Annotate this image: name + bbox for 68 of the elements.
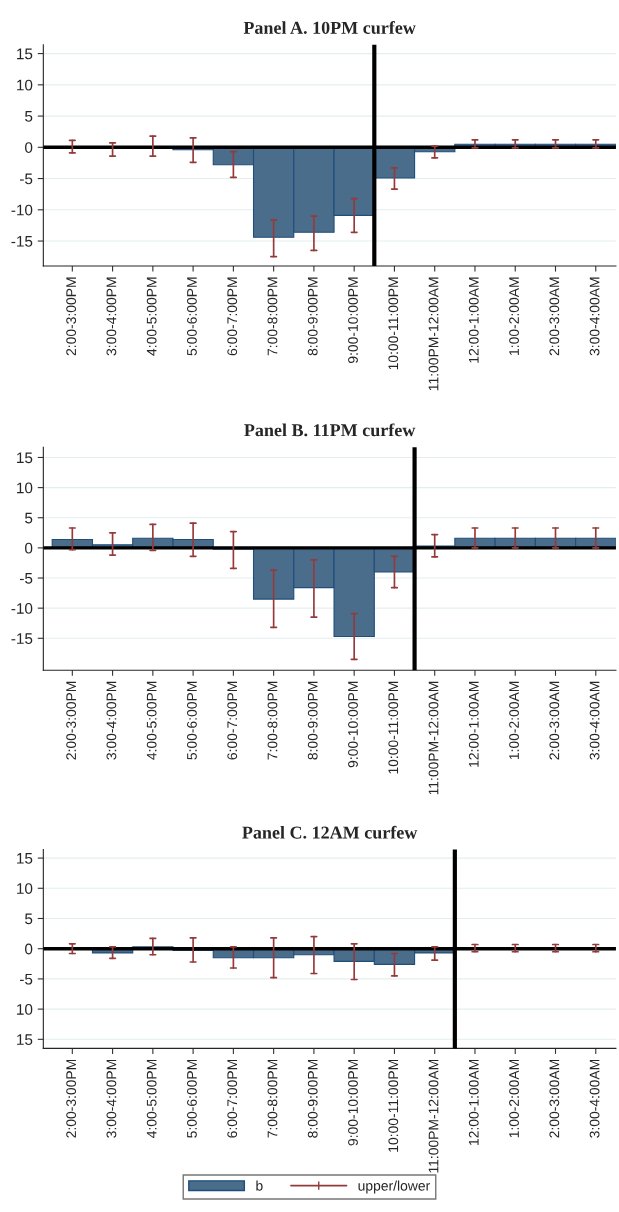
x-tick-label: 10:00-11:00PM [388, 681, 399, 774]
x-tick-label: 2:00-3:00PM [66, 681, 77, 760]
y-tick-label: -5 [20, 973, 33, 985]
x-tick-label: 11:00PM-12:00AM [428, 1059, 439, 1173]
y-tick-label: -10 [11, 204, 33, 216]
x-tick-label: 3:00-4:00PM [106, 681, 117, 760]
chart-title: Panel C. 12AM curfew [242, 825, 418, 839]
legend-label: b [256, 1180, 263, 1191]
x-tick-label: 6:00-7:00PM [227, 277, 238, 356]
y-tick-label: 5 [25, 111, 33, 122]
x-tick-label: 7:00-8:00PM [267, 277, 278, 356]
y-tick-label: 0 [25, 142, 33, 153]
x-tick-label: 4:00-5:00PM [146, 1059, 157, 1138]
x-tick-label: 7:00-8:00PM [267, 1059, 278, 1138]
x-tick-label: 4:00-5:00PM [146, 681, 157, 760]
x-tick-label: 9:00-10:00PM [348, 681, 358, 768]
x-tick-label: 3:00-4:00PM [106, 277, 117, 356]
x-tick-label: 12:00-1:00AM [468, 681, 479, 767]
x-tick-label: 11:00PM-12:00AM [428, 681, 439, 795]
y-tick-label: 0 [25, 542, 33, 554]
x-tick-label: 3:00-4:00AM [589, 1059, 600, 1138]
x-tick-label: 10:00-11:00PM [388, 277, 399, 370]
x-tick-label: 3:00-4:00AM [589, 277, 600, 356]
y-tick-label: 5 [25, 913, 33, 925]
x-tick-label: 6:00-7:00PM [227, 1059, 238, 1138]
x-tick-label: 3:00-4:00PM [106, 1059, 117, 1138]
chart-title: Panel A. 10PM curfew [243, 21, 416, 34]
x-tick-label: 8:00-9:00PM [307, 277, 318, 356]
x-tick-label: 10:00-11:00PM [388, 1059, 399, 1152]
x-tick-label: 8:00-9:00PM [307, 681, 318, 760]
y-tick-label: 15 [17, 452, 33, 464]
x-tick-label: 8:00-9:00PM [307, 1059, 318, 1138]
x-tick-label: 5:00-6:00PM [187, 681, 197, 760]
x-tick-label: 1:00-2:00AM [509, 277, 519, 355]
x-tick-label: 12:00-1:00AM [468, 277, 479, 363]
y-tick-label: -10 [11, 603, 33, 614]
y-tick-label: 0 [25, 943, 33, 955]
x-tick-label: 2:00-3:00AM [549, 277, 560, 356]
y-tick-label: 5 [25, 512, 33, 524]
y-tick-label: 10 [17, 1003, 33, 1015]
x-tick-label: 5:00-6:00PM [187, 1059, 197, 1138]
x-tick-label: 3:00-4:00AM [589, 681, 600, 760]
x-tick-label: 4:00-5:00PM [146, 277, 157, 356]
x-tick-label: 9:00-10:00PM [348, 277, 358, 364]
x-tick-label: 2:00-3:00AM [549, 681, 560, 760]
y-tick-label: 15 [17, 48, 33, 60]
y-tick-label: -15 [11, 633, 33, 644]
x-tick-label: 11:00PM-12:00AM [428, 277, 439, 391]
x-tick-label: 5:00-6:00PM [187, 277, 197, 356]
x-tick-label: 2:00-3:00PM [66, 277, 77, 356]
x-tick-label: 1:00-2:00AM [509, 1059, 519, 1138]
y-tick-label: 10 [17, 79, 33, 91]
y-tick-label: 10 [17, 883, 33, 894]
x-tick-label: 9:00-10:00PM [348, 1059, 358, 1146]
y-tick-label: -5 [20, 573, 33, 584]
y-tick-label: -15 [11, 236, 33, 247]
text: upper/lower [358, 1180, 430, 1194]
y-tick-label: 15 [17, 853, 33, 864]
x-tick-label: 2:00-3:00PM [66, 1059, 77, 1138]
x-tick-label: 12:00-1:00AM [468, 1059, 479, 1145]
x-tick-label: 2:00-3:00AM [549, 1059, 560, 1138]
y-tick-label: 15 [17, 1034, 33, 1045]
y-tick-label: 10 [17, 482, 33, 494]
chart-title: Panel B. 11PM curfew [244, 423, 416, 437]
x-tick-label: 6:00-7:00PM [227, 681, 238, 760]
x-tick-label: 7:00-8:00PM [267, 681, 278, 760]
x-tick-label: 1:00-2:00AM [509, 681, 519, 760]
y-tick-label: -5 [20, 173, 33, 185]
